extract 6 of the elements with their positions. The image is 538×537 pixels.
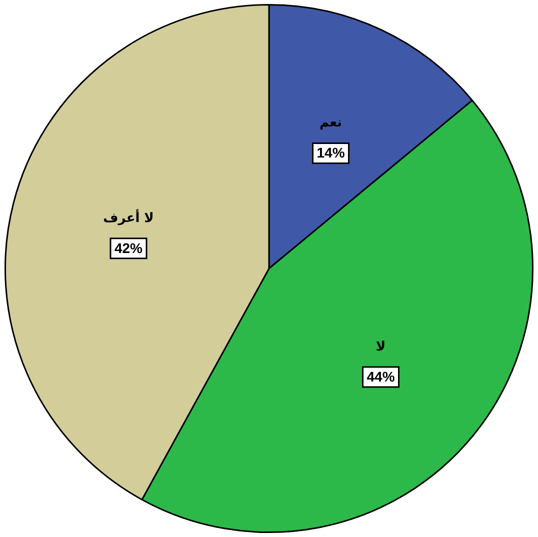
data-label: 14% [316, 144, 346, 161]
data-label: 44% [366, 368, 396, 384]
slice-label: لا [376, 339, 386, 354]
slice-label: لا أعرف [103, 208, 154, 226]
data-label: 42% [114, 240, 144, 256]
slice-label: نعم [320, 116, 342, 131]
